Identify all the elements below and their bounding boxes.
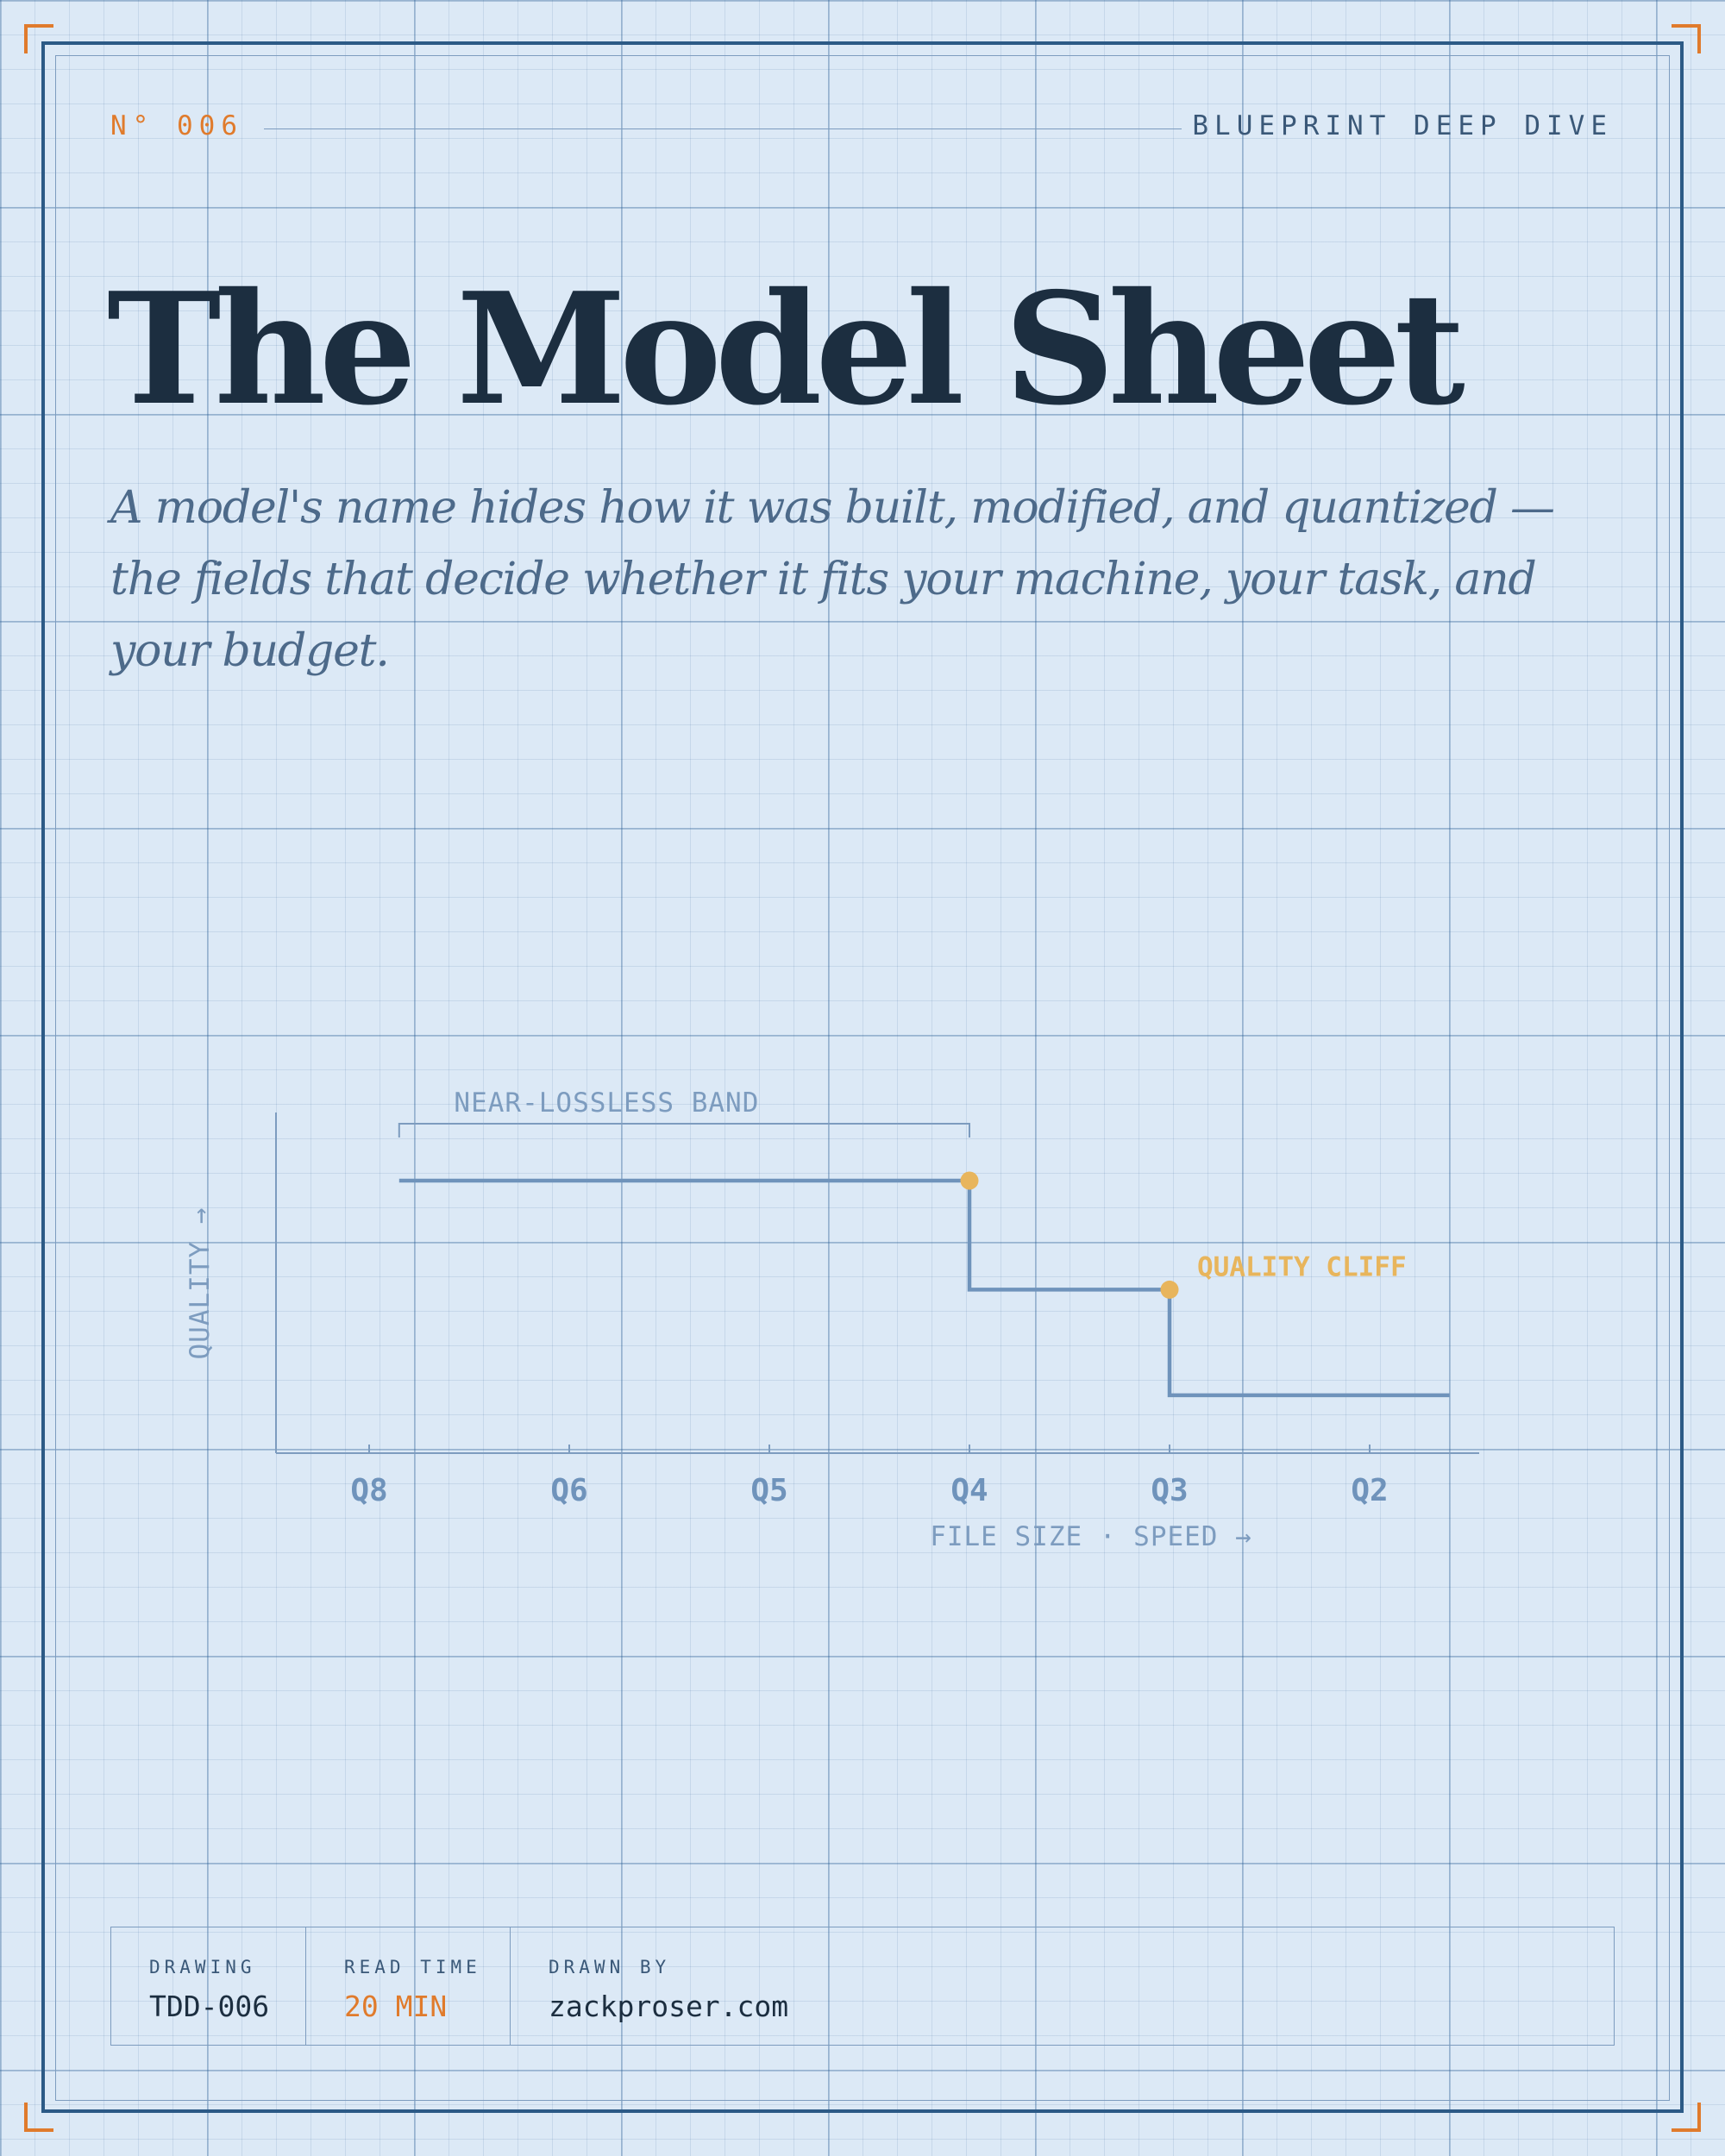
drop-marker <box>1160 1280 1179 1299</box>
drawn-by-value: zackproser.com <box>549 1990 789 2023</box>
drop-marker <box>960 1171 979 1190</box>
outer-frame <box>41 41 1684 2113</box>
cliff-label: QUALITY CLIFF <box>1197 1251 1407 1282</box>
corner-mark-bottom-right <box>1672 2103 1701 2132</box>
read-time-label: READ TIME <box>344 1957 481 1977</box>
tick-label: Q2 <box>1351 1473 1388 1508</box>
drawing-value: TDD-006 <box>149 1990 270 2023</box>
series-kicker: BLUEPRINT DEEP DIVE <box>1192 110 1613 141</box>
tick-label: Q3 <box>1151 1473 1188 1508</box>
title-block: DRAWING TDD-006 READ TIME 20 MIN DRAWN B… <box>110 1927 1615 2046</box>
page-title: The Model Sheet <box>107 259 1465 439</box>
read-time-cell: READ TIME 20 MIN <box>305 1927 510 2045</box>
tick-label: Q5 <box>750 1473 787 1508</box>
tick-label: Q8 <box>350 1473 387 1508</box>
issue-number: N° 006 <box>110 110 243 141</box>
read-time-value: 20 MIN <box>344 1990 448 2023</box>
tick-label: Q4 <box>950 1473 988 1508</box>
corner-mark-top-right <box>1672 24 1701 53</box>
corner-mark-bottom-left <box>24 2103 53 2132</box>
band-bracket <box>398 1123 970 1138</box>
subtitle: A model's name hides how it was built, m… <box>110 482 1555 677</box>
y-axis-label: QUALITY → <box>185 1207 216 1360</box>
drawn-by-label: DRAWN BY <box>549 1957 671 1977</box>
drawing-label: DRAWING <box>149 1957 256 1977</box>
quality-step-line <box>398 1178 1450 1398</box>
header-rule <box>264 128 1182 129</box>
corner-mark-top-left <box>24 24 53 53</box>
x-axis-label: FILE SIZE · SPEED → <box>930 1521 1252 1552</box>
drawing-cell: DRAWING TDD-006 <box>111 1927 305 2045</box>
inner-frame <box>55 55 1670 2101</box>
tick-label: Q6 <box>550 1473 587 1508</box>
band-label: NEAR-LOSSLESS BAND <box>454 1087 759 1119</box>
drawn-by-cell: DRAWN BY zackproser.com <box>510 1927 1614 2045</box>
